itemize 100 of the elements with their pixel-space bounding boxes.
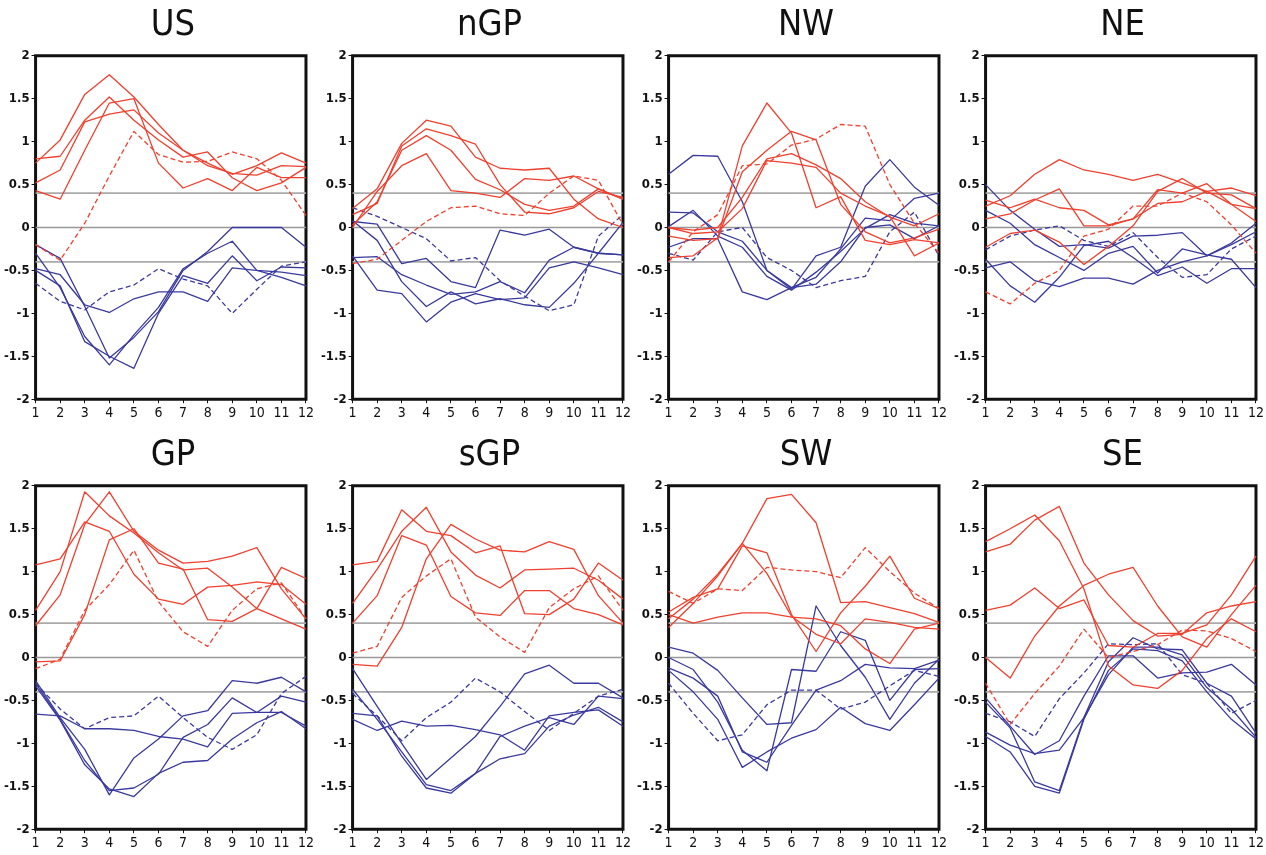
y-tick-label: 2 bbox=[337, 47, 347, 63]
y-tick-label: 1.5 bbox=[641, 90, 663, 106]
y-tick-label: -1 bbox=[649, 304, 663, 320]
y-tick-label: 2 bbox=[21, 47, 30, 63]
x-tick-label: 8 bbox=[836, 404, 845, 421]
x-tick-label: 11 bbox=[1222, 404, 1239, 421]
x-tick-label: 9 bbox=[861, 834, 870, 851]
y-tick-label: 2 bbox=[337, 477, 347, 493]
y-tick-label: 0.5 bbox=[958, 605, 980, 621]
y-tick-label: -1 bbox=[966, 734, 980, 750]
x-tick-label: 11 bbox=[906, 834, 923, 851]
x-tick-label: 6 bbox=[787, 404, 796, 421]
chart-title: US bbox=[149, 1, 197, 45]
y-tick-label: -0.5 bbox=[4, 691, 30, 707]
x-tick-label: 5 bbox=[446, 834, 455, 851]
y-tick-label: -1.5 bbox=[637, 347, 663, 363]
x-tick-label: 7 bbox=[495, 404, 504, 421]
x-tick-label: 2 bbox=[1005, 834, 1014, 851]
x-tick-label: 5 bbox=[446, 404, 455, 421]
x-tick-label: 5 bbox=[129, 834, 138, 851]
x-tick-label: 10 bbox=[1198, 834, 1215, 851]
x-tick-label: 12 bbox=[930, 404, 947, 421]
y-tick-label: 2 bbox=[654, 477, 663, 493]
x-tick-label: 6 bbox=[154, 404, 163, 421]
y-tick-label: -1 bbox=[649, 734, 663, 750]
y-tick-label: 0 bbox=[654, 648, 663, 664]
y-tick-label: -2 bbox=[16, 820, 30, 836]
x-tick-label: 12 bbox=[930, 834, 947, 851]
y-tick-label: -1.5 bbox=[4, 777, 30, 793]
y-tick-label: 1.5 bbox=[641, 520, 663, 536]
x-tick-label: 5 bbox=[1079, 834, 1088, 851]
x-tick-label: 6 bbox=[470, 404, 479, 421]
x-tick-label: 6 bbox=[1103, 834, 1112, 851]
y-tick-label: -0.5 bbox=[953, 691, 980, 707]
x-tick-label: 11 bbox=[906, 404, 923, 421]
y-tick-label: 1 bbox=[970, 133, 980, 149]
x-tick-label: 9 bbox=[1177, 834, 1186, 851]
x-tick-label: 6 bbox=[1103, 404, 1112, 421]
y-tick-label: -0.5 bbox=[637, 261, 663, 277]
x-tick-label: 3 bbox=[713, 404, 722, 421]
x-tick-label: 4 bbox=[105, 404, 114, 421]
x-tick-label: 10 bbox=[565, 404, 582, 421]
y-tick-label: 1.5 bbox=[325, 90, 347, 106]
x-tick-label: 6 bbox=[154, 834, 163, 851]
x-tick-label: 9 bbox=[228, 834, 237, 851]
x-tick-label: 3 bbox=[713, 834, 722, 851]
x-tick-label: 12 bbox=[614, 404, 631, 421]
x-tick-label: 5 bbox=[762, 834, 771, 851]
y-tick-label: 0.5 bbox=[325, 175, 347, 191]
y-tick-label: -2 bbox=[649, 820, 663, 836]
x-tick-label: 5 bbox=[762, 404, 771, 421]
x-tick-label: 8 bbox=[1153, 834, 1162, 851]
x-tick-label: 2 bbox=[689, 404, 698, 421]
x-tick-label: 4 bbox=[1054, 404, 1063, 421]
y-tick-label: -0.5 bbox=[953, 261, 980, 277]
x-tick-label: 7 bbox=[179, 834, 188, 851]
y-tick-label: -1 bbox=[16, 304, 30, 320]
x-tick-label: 4 bbox=[421, 404, 430, 421]
x-tick-label: 11 bbox=[589, 404, 606, 421]
x-tick-label: 12 bbox=[614, 834, 631, 851]
y-tick-label: 0.5 bbox=[958, 175, 980, 191]
chart-title: SE bbox=[1101, 431, 1144, 475]
y-tick-label: 1.5 bbox=[958, 90, 980, 106]
y-tick-label: 0 bbox=[21, 218, 30, 234]
y-tick-label: -0.5 bbox=[320, 691, 347, 707]
y-tick-label: 0 bbox=[654, 218, 663, 234]
x-tick-label: 9 bbox=[1177, 404, 1186, 421]
y-tick-label: 1.5 bbox=[8, 90, 30, 106]
x-tick-label: 3 bbox=[80, 834, 89, 851]
x-tick-label: 4 bbox=[738, 404, 747, 421]
x-tick-label: 9 bbox=[861, 404, 870, 421]
x-tick-label: 10 bbox=[248, 404, 265, 421]
x-tick-label: 4 bbox=[105, 834, 114, 851]
x-tick-label: 10 bbox=[881, 404, 898, 421]
y-tick-label: 0 bbox=[337, 218, 347, 234]
x-tick-label: 7 bbox=[495, 834, 504, 851]
x-tick-label: 3 bbox=[397, 404, 406, 421]
y-tick-label: -1.5 bbox=[320, 777, 347, 793]
y-tick-label: 1 bbox=[21, 133, 30, 149]
x-tick-label: 11 bbox=[273, 834, 290, 851]
y-tick-label: -1.5 bbox=[953, 777, 980, 793]
chart-title: NW bbox=[776, 1, 836, 45]
y-tick-label: 0 bbox=[970, 218, 980, 234]
x-tick-label: 2 bbox=[372, 404, 381, 421]
y-tick-label: 1.5 bbox=[958, 520, 980, 536]
y-tick-label: -1 bbox=[966, 304, 980, 320]
x-tick-label: 11 bbox=[1222, 834, 1239, 851]
x-tick-label: 11 bbox=[589, 834, 606, 851]
x-tick-label: 10 bbox=[1198, 404, 1215, 421]
x-tick-label: 12 bbox=[297, 834, 314, 851]
x-tick-label: 2 bbox=[56, 404, 65, 421]
chart-title: NE bbox=[1099, 1, 1146, 45]
y-tick-label: 1.5 bbox=[8, 520, 30, 536]
x-tick-label: 3 bbox=[1030, 404, 1039, 421]
x-tick-label: 2 bbox=[56, 834, 65, 851]
y-tick-label: 2 bbox=[21, 477, 30, 493]
x-tick-label: 9 bbox=[544, 834, 553, 851]
y-tick-label: -2 bbox=[16, 390, 30, 406]
y-tick-label: 2 bbox=[970, 47, 980, 63]
x-tick-label: 10 bbox=[248, 834, 265, 851]
